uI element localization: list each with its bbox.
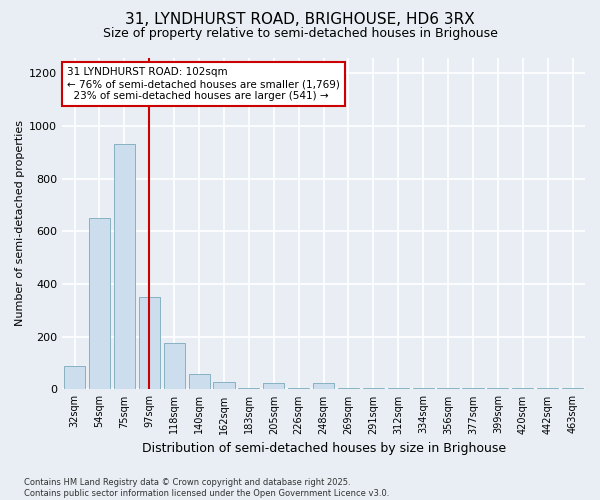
Bar bbox=[164, 344, 185, 390]
Bar bbox=[188, 374, 209, 390]
Bar bbox=[463, 388, 484, 390]
Bar bbox=[288, 388, 309, 390]
Bar bbox=[413, 388, 434, 390]
Bar bbox=[437, 388, 458, 390]
Bar bbox=[89, 218, 110, 390]
Bar bbox=[363, 388, 384, 390]
Y-axis label: Number of semi-detached properties: Number of semi-detached properties bbox=[15, 120, 25, 326]
Bar bbox=[214, 382, 235, 390]
Text: Contains HM Land Registry data © Crown copyright and database right 2025.
Contai: Contains HM Land Registry data © Crown c… bbox=[24, 478, 389, 498]
Text: 31 LYNDHURST ROAD: 102sqm
← 76% of semi-detached houses are smaller (1,769)
  23: 31 LYNDHURST ROAD: 102sqm ← 76% of semi-… bbox=[67, 68, 340, 100]
Text: 31, LYNDHURST ROAD, BRIGHOUSE, HD6 3RX: 31, LYNDHURST ROAD, BRIGHOUSE, HD6 3RX bbox=[125, 12, 475, 28]
Bar bbox=[238, 388, 259, 390]
Bar bbox=[537, 388, 558, 390]
Bar bbox=[114, 144, 135, 390]
X-axis label: Distribution of semi-detached houses by size in Brighouse: Distribution of semi-detached houses by … bbox=[142, 442, 506, 455]
Bar bbox=[338, 388, 359, 390]
Bar bbox=[388, 388, 409, 390]
Bar bbox=[562, 388, 583, 390]
Text: Size of property relative to semi-detached houses in Brighouse: Size of property relative to semi-detach… bbox=[103, 28, 497, 40]
Bar bbox=[139, 297, 160, 390]
Bar bbox=[64, 366, 85, 390]
Bar bbox=[487, 388, 508, 390]
Bar bbox=[313, 383, 334, 390]
Bar bbox=[512, 388, 533, 390]
Bar bbox=[263, 383, 284, 390]
